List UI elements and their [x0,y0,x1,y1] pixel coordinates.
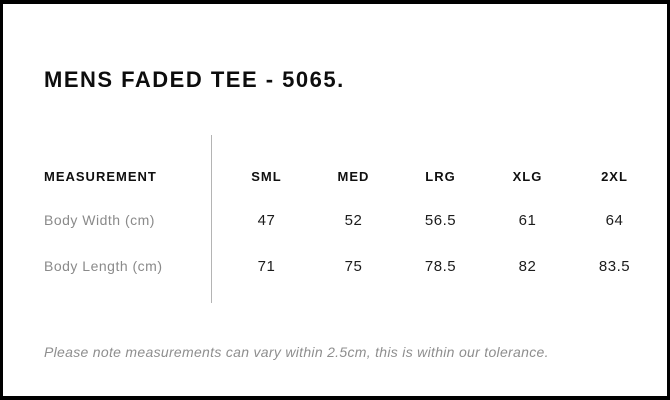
col-header-lrg: LRG [425,168,456,184]
table-header-row: MEASUREMENT SML MED LRG XLG 2XL [3,166,667,186]
cell-body-length-xlg: 82 [518,257,537,275]
table-row-body-width: Body Width (cm) 47 52 56.5 61 64 [3,210,667,230]
cell-body-length-lrg: 78.5 [424,257,457,275]
table-vertical-divider [211,135,212,303]
row-label-body-length: Body Length (cm) [44,258,163,274]
cell-body-width-2xl: 64 [605,211,624,229]
cell-body-width-lrg: 56.5 [424,211,457,229]
cell-body-length-med: 75 [344,257,363,275]
cell-body-length-sml: 71 [257,257,276,275]
tolerance-footnote: Please note measurements can vary within… [44,344,549,360]
row-label-body-width: Body Width (cm) [44,212,155,228]
cell-body-width-med: 52 [344,211,363,229]
table-row-body-length: Body Length (cm) 71 75 78.5 82 83.5 [3,256,667,276]
col-header-2xl: 2XL [601,168,628,184]
col-header-measurement: MEASUREMENT [44,168,157,184]
cell-body-width-sml: 47 [257,211,276,229]
col-header-xlg: XLG [512,168,543,184]
cell-body-width-xlg: 61 [518,211,537,229]
cell-body-length-2xl: 83.5 [598,257,631,275]
col-header-med: MED [337,168,370,184]
col-header-sml: SML [251,168,282,184]
page-title: MENS FADED TEE - 5065. [44,66,345,92]
